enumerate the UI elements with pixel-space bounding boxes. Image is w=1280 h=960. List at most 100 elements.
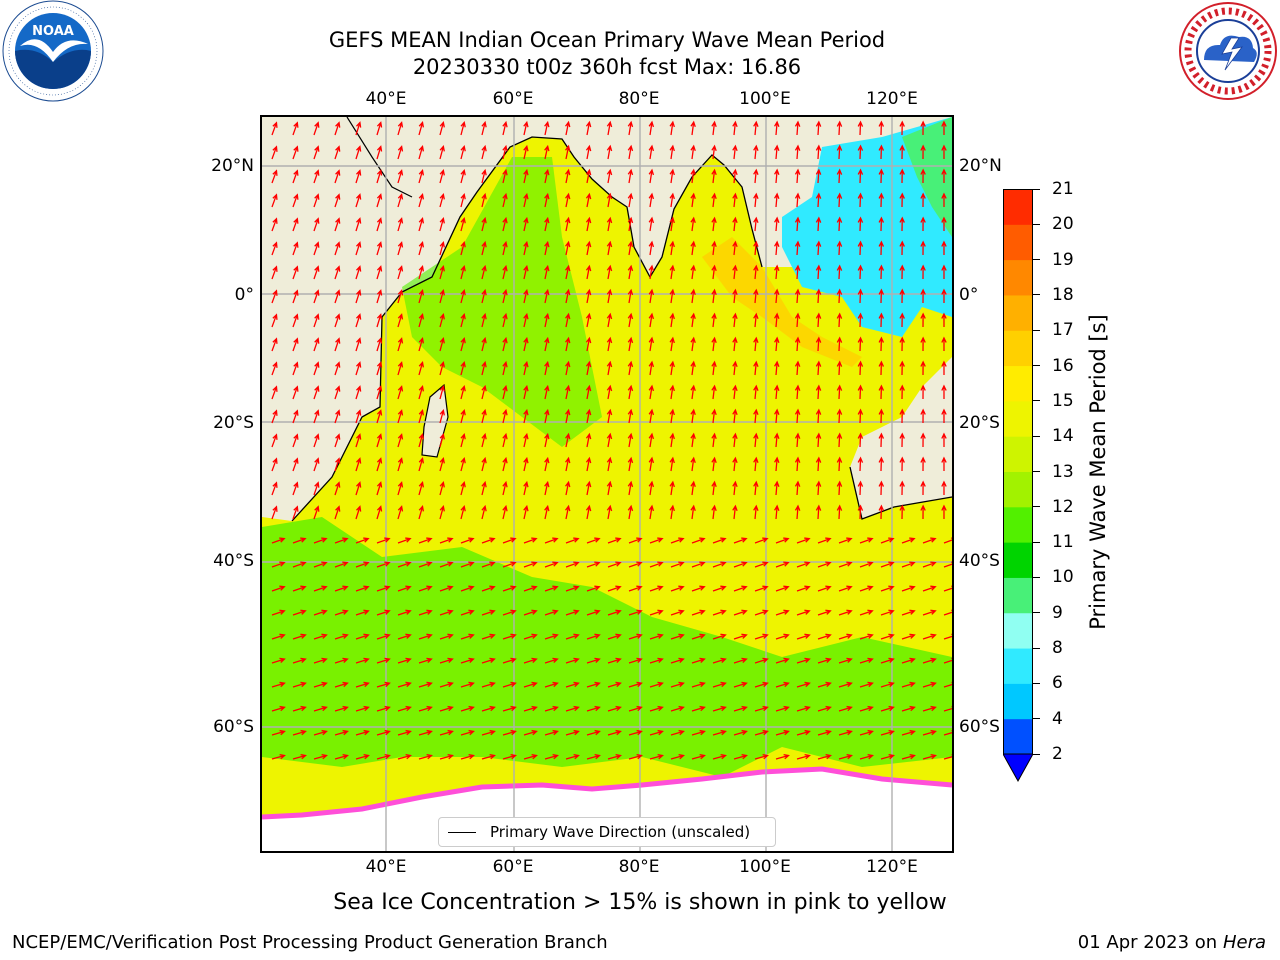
svg-text:NOAA: NOAA [32, 24, 74, 39]
wave-direction-arrow [502, 537, 517, 544]
wave-direction-arrow [754, 681, 769, 688]
wave-direction-arrow [690, 456, 696, 472]
wave-direction-arrow [628, 561, 643, 568]
coastline-australia [849, 466, 952, 520]
colorbar-tick-label: 20 [1052, 214, 1074, 235]
wave-direction-arrow [271, 537, 286, 544]
wave-direction-arrow [439, 561, 454, 568]
wave-direction-arrow [481, 312, 487, 328]
wave-direction-arrow [418, 217, 425, 232]
wave-direction-arrow [565, 336, 571, 352]
wave-direction-arrow [880, 537, 895, 544]
wave-direction-arrow [418, 169, 425, 184]
wave-direction-arrow [815, 216, 822, 232]
wave-direction-arrow [920, 144, 926, 160]
wave-direction-arrow [796, 633, 811, 640]
wave-direction-arrow [878, 192, 885, 208]
wave-direction-arrow [502, 681, 517, 688]
wave-direction-arrow [502, 753, 517, 760]
wave-direction-arrow [334, 681, 349, 688]
wave-direction-arrow [523, 216, 529, 232]
wave-direction-arrow [690, 360, 696, 376]
wave-direction-arrow [481, 561, 496, 568]
wave-direction-arrow [544, 384, 550, 400]
wave-direction-arrow [565, 729, 580, 736]
wave-direction-arrow [794, 360, 801, 376]
wave-direction-arrow [794, 216, 801, 232]
wave-direction-arrow [355, 657, 370, 664]
wave-direction-arrow [878, 264, 885, 280]
x-tick-bottom: 100°E [739, 857, 791, 877]
wave-direction-arrow [627, 480, 634, 496]
wave-direction-arrow [794, 264, 801, 280]
wave-direction-arrow [857, 144, 864, 160]
period-12s-band [402, 157, 602, 447]
colorbar-tick-mark [1033, 682, 1040, 684]
wave-direction-arrow [857, 336, 864, 352]
wave-direction-arrow [376, 241, 383, 256]
wave-direction-arrow [838, 681, 853, 688]
colorbar-segment [1003, 612, 1033, 649]
wave-direction-arrow [878, 432, 885, 448]
nws-logo [1179, 2, 1277, 100]
wave-direction-arrow [880, 633, 895, 640]
coastline-red-sea [346, 117, 413, 198]
wave-direction-arrow [732, 264, 738, 280]
map-panel [260, 115, 954, 853]
colorbar-segment [1003, 330, 1033, 367]
colorbar-tick-mark [1033, 647, 1040, 649]
wave-direction-arrow [774, 120, 780, 136]
wave-direction-arrow [355, 481, 362, 496]
wave-direction-arrow [355, 585, 370, 592]
wave-direction-arrow [796, 561, 811, 568]
wave-direction-arrow [523, 753, 538, 760]
wave-direction-arrow [376, 505, 383, 520]
wave-direction-arrow [460, 240, 466, 256]
wave-direction-arrow [502, 480, 508, 496]
wave-direction-arrow [733, 729, 748, 736]
wave-direction-arrow [649, 705, 664, 712]
wave-direction-arrow [607, 585, 622, 592]
wave-direction-arrow [711, 288, 717, 304]
wave-direction-arrow [439, 121, 445, 136]
wave-direction-arrow [397, 729, 412, 736]
wave-direction-arrow [481, 168, 487, 184]
wave-direction-arrow [899, 216, 905, 232]
wave-direction-arrow [733, 561, 748, 568]
wave-direction-arrow [732, 120, 738, 136]
y-tick-left: 40°S [213, 551, 254, 571]
wave-direction-arrow [628, 729, 643, 736]
wave-direction-arrow [271, 633, 286, 640]
wave-direction-arrow [439, 169, 445, 184]
wave-direction-arrow [439, 409, 445, 424]
wave-direction-arrow [271, 289, 278, 304]
wave-direction-arrow [271, 753, 286, 760]
wave-direction-arrow [920, 264, 926, 280]
wave-direction-arrow [586, 729, 601, 736]
wave-direction-arrow [920, 336, 926, 352]
wave-direction-arrow [355, 361, 362, 376]
wave-direction-arrow [313, 729, 328, 736]
wave-direction-arrow [271, 337, 278, 352]
wave-direction-arrow [502, 657, 517, 664]
wave-direction-arrow [376, 753, 391, 760]
wave-direction-arrow [376, 537, 391, 544]
wave-direction-arrow [292, 193, 299, 208]
wave-direction-arrow [943, 753, 952, 760]
wave-direction-arrow [607, 753, 622, 760]
wave-direction-arrow [565, 288, 571, 304]
wave-direction-arrow [565, 504, 571, 520]
wave-direction-arrow [859, 585, 874, 592]
wave-direction-arrow [439, 361, 445, 376]
wave-direction-arrow [815, 264, 822, 280]
wave-direction-arrow [732, 408, 738, 424]
colorbar-segment [1003, 224, 1033, 261]
wave-direction-arrow [690, 240, 696, 256]
wave-direction-arrow [586, 537, 601, 544]
wave-direction-arrow [271, 481, 278, 496]
wave-direction-arrow [544, 585, 559, 592]
wave-direction-arrow [292, 505, 299, 520]
wave-direction-arrow [794, 432, 801, 448]
wave-direction-arrow [732, 144, 738, 160]
wave-direction-arrow [397, 289, 404, 304]
